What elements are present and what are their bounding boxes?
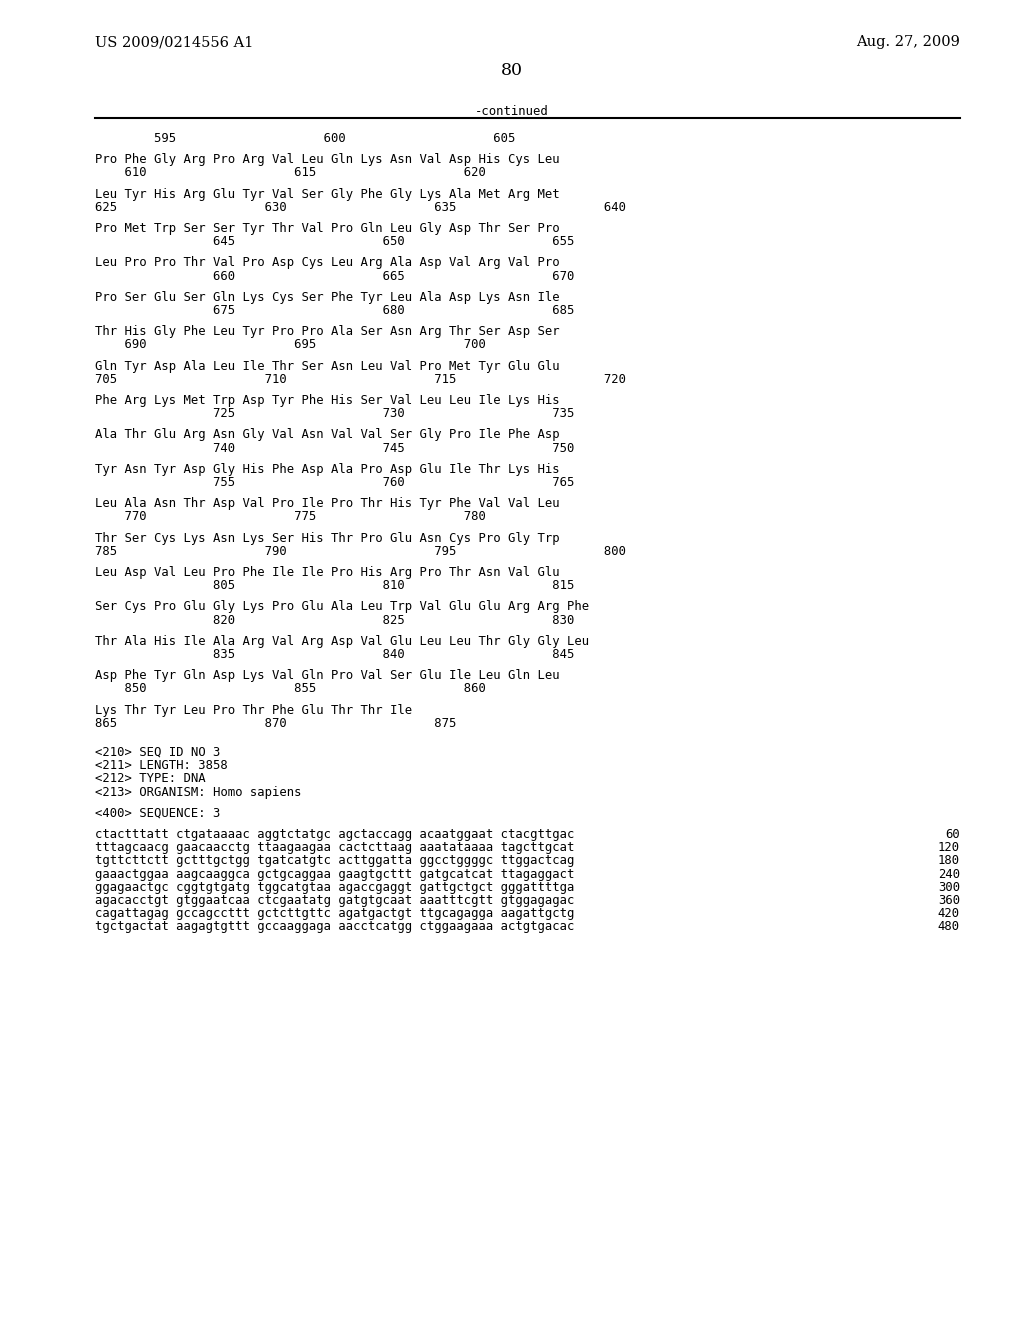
Text: Thr Ser Cys Lys Asn Lys Ser His Thr Pro Glu Asn Cys Pro Gly Trp: Thr Ser Cys Lys Asn Lys Ser His Thr Pro … <box>95 532 560 545</box>
Text: Pro Met Trp Ser Ser Tyr Thr Val Pro Gln Leu Gly Asp Thr Ser Pro: Pro Met Trp Ser Ser Tyr Thr Val Pro Gln … <box>95 222 560 235</box>
Text: 420: 420 <box>938 907 961 920</box>
Text: tgctgactat aagagtgttt gccaaggaga aacctcatgg ctggaagaaa actgtgacac: tgctgactat aagagtgttt gccaaggaga aacctca… <box>95 920 574 933</box>
Text: 300: 300 <box>938 880 961 894</box>
Text: Leu Asp Val Leu Pro Phe Ile Ile Pro His Arg Pro Thr Asn Val Glu: Leu Asp Val Leu Pro Phe Ile Ile Pro His … <box>95 566 560 579</box>
Text: 60: 60 <box>945 828 961 841</box>
Text: <212> TYPE: DNA: <212> TYPE: DNA <box>95 772 206 785</box>
Text: 850                    855                    860: 850 855 860 <box>95 682 485 696</box>
Text: Phe Arg Lys Met Trp Asp Tyr Phe His Ser Val Leu Leu Ile Lys His: Phe Arg Lys Met Trp Asp Tyr Phe His Ser … <box>95 393 560 407</box>
Text: Thr Ala His Ile Ala Arg Val Arg Asp Val Glu Leu Leu Thr Gly Gly Leu: Thr Ala His Ile Ala Arg Val Arg Asp Val … <box>95 635 589 648</box>
Text: cagattagag gccagccttt gctcttgttc agatgactgt ttgcagagga aagattgctg: cagattagag gccagccttt gctcttgttc agatgac… <box>95 907 574 920</box>
Text: Gln Tyr Asp Ala Leu Ile Thr Ser Asn Leu Val Pro Met Tyr Glu Glu: Gln Tyr Asp Ala Leu Ile Thr Ser Asn Leu … <box>95 359 560 372</box>
Text: 625                    630                    635                    640: 625 630 635 640 <box>95 201 626 214</box>
Text: Pro Ser Glu Ser Gln Lys Cys Ser Phe Tyr Leu Ala Asp Lys Asn Ile: Pro Ser Glu Ser Gln Lys Cys Ser Phe Tyr … <box>95 290 560 304</box>
Text: <211> LENGTH: 3858: <211> LENGTH: 3858 <box>95 759 227 772</box>
Text: 725                    730                    735: 725 730 735 <box>95 407 574 420</box>
Text: 660                    665                    670: 660 665 670 <box>95 269 574 282</box>
Text: Aug. 27, 2009: Aug. 27, 2009 <box>856 36 961 49</box>
Text: Leu Tyr His Arg Glu Tyr Val Ser Gly Phe Gly Lys Ala Met Arg Met: Leu Tyr His Arg Glu Tyr Val Ser Gly Phe … <box>95 187 560 201</box>
Text: 740                    745                    750: 740 745 750 <box>95 442 574 454</box>
Text: ggagaactgc cggtgtgatg tggcatgtaa agaccgaggt gattgctgct gggattttga: ggagaactgc cggtgtgatg tggcatgtaa agaccga… <box>95 880 574 894</box>
Text: 180: 180 <box>938 854 961 867</box>
Text: 80: 80 <box>501 62 523 79</box>
Text: tttagcaacg gaacaacctg ttaagaagaa cactcttaag aaatataaaa tagcttgcat: tttagcaacg gaacaacctg ttaagaagaa cactctt… <box>95 841 574 854</box>
Text: Leu Pro Pro Thr Val Pro Asp Cys Leu Arg Ala Asp Val Arg Val Pro: Leu Pro Pro Thr Val Pro Asp Cys Leu Arg … <box>95 256 560 269</box>
Text: 480: 480 <box>938 920 961 933</box>
Text: 705                    710                    715                    720: 705 710 715 720 <box>95 372 626 385</box>
Text: 755                    760                    765: 755 760 765 <box>95 477 574 488</box>
Text: Pro Phe Gly Arg Pro Arg Val Leu Gln Lys Asn Val Asp His Cys Leu: Pro Phe Gly Arg Pro Arg Val Leu Gln Lys … <box>95 153 560 166</box>
Text: 240: 240 <box>938 867 961 880</box>
Text: US 2009/0214556 A1: US 2009/0214556 A1 <box>95 36 253 49</box>
Text: agacacctgt gtggaatcaa ctcgaatatg gatgtgcaat aaatttcgtt gtggagagac: agacacctgt gtggaatcaa ctcgaatatg gatgtgc… <box>95 894 574 907</box>
Text: Leu Ala Asn Thr Asp Val Pro Ile Pro Thr His Tyr Phe Val Val Leu: Leu Ala Asn Thr Asp Val Pro Ile Pro Thr … <box>95 498 560 511</box>
Text: -continued: -continued <box>475 106 549 117</box>
Text: 595                    600                    605: 595 600 605 <box>95 132 515 145</box>
Text: 805                    810                    815: 805 810 815 <box>95 579 574 593</box>
Text: 835                    840                    845: 835 840 845 <box>95 648 574 661</box>
Text: 360: 360 <box>938 894 961 907</box>
Text: 770                    775                    780: 770 775 780 <box>95 511 485 524</box>
Text: Ala Thr Glu Arg Asn Gly Val Asn Val Val Ser Gly Pro Ile Phe Asp: Ala Thr Glu Arg Asn Gly Val Asn Val Val … <box>95 429 560 441</box>
Text: gaaactggaa aagcaaggca gctgcaggaa gaagtgcttt gatgcatcat ttagaggact: gaaactggaa aagcaaggca gctgcaggaa gaagtgc… <box>95 867 574 880</box>
Text: Ser Cys Pro Glu Gly Lys Pro Glu Ala Leu Trp Val Glu Glu Arg Arg Phe: Ser Cys Pro Glu Gly Lys Pro Glu Ala Leu … <box>95 601 589 614</box>
Text: 820                    825                    830: 820 825 830 <box>95 614 574 627</box>
Text: <213> ORGANISM: Homo sapiens: <213> ORGANISM: Homo sapiens <box>95 785 301 799</box>
Text: <400> SEQUENCE: 3: <400> SEQUENCE: 3 <box>95 807 220 820</box>
Text: 690                    695                    700: 690 695 700 <box>95 338 485 351</box>
Text: 785                    790                    795                    800: 785 790 795 800 <box>95 545 626 558</box>
Text: Tyr Asn Tyr Asp Gly His Phe Asp Ala Pro Asp Glu Ile Thr Lys His: Tyr Asn Tyr Asp Gly His Phe Asp Ala Pro … <box>95 463 560 475</box>
Text: Asp Phe Tyr Gln Asp Lys Val Gln Pro Val Ser Glu Ile Leu Gln Leu: Asp Phe Tyr Gln Asp Lys Val Gln Pro Val … <box>95 669 560 682</box>
Text: 610                    615                    620: 610 615 620 <box>95 166 485 180</box>
Text: Thr His Gly Phe Leu Tyr Pro Pro Ala Ser Asn Arg Thr Ser Asp Ser: Thr His Gly Phe Leu Tyr Pro Pro Ala Ser … <box>95 325 560 338</box>
Text: Lys Thr Tyr Leu Pro Thr Phe Glu Thr Thr Ile: Lys Thr Tyr Leu Pro Thr Phe Glu Thr Thr … <box>95 704 412 717</box>
Text: 645                    650                    655: 645 650 655 <box>95 235 574 248</box>
Text: 120: 120 <box>938 841 961 854</box>
Text: tgttcttctt gctttgctgg tgatcatgtc acttggatta ggcctggggc ttggactcag: tgttcttctt gctttgctgg tgatcatgtc acttgga… <box>95 854 574 867</box>
Text: ctactttatt ctgataaaac aggtctatgc agctaccagg acaatggaat ctacgttgac: ctactttatt ctgataaaac aggtctatgc agctacc… <box>95 828 574 841</box>
Text: 865                    870                    875: 865 870 875 <box>95 717 457 730</box>
Text: <210> SEQ ID NO 3: <210> SEQ ID NO 3 <box>95 746 220 759</box>
Text: 675                    680                    685: 675 680 685 <box>95 304 574 317</box>
